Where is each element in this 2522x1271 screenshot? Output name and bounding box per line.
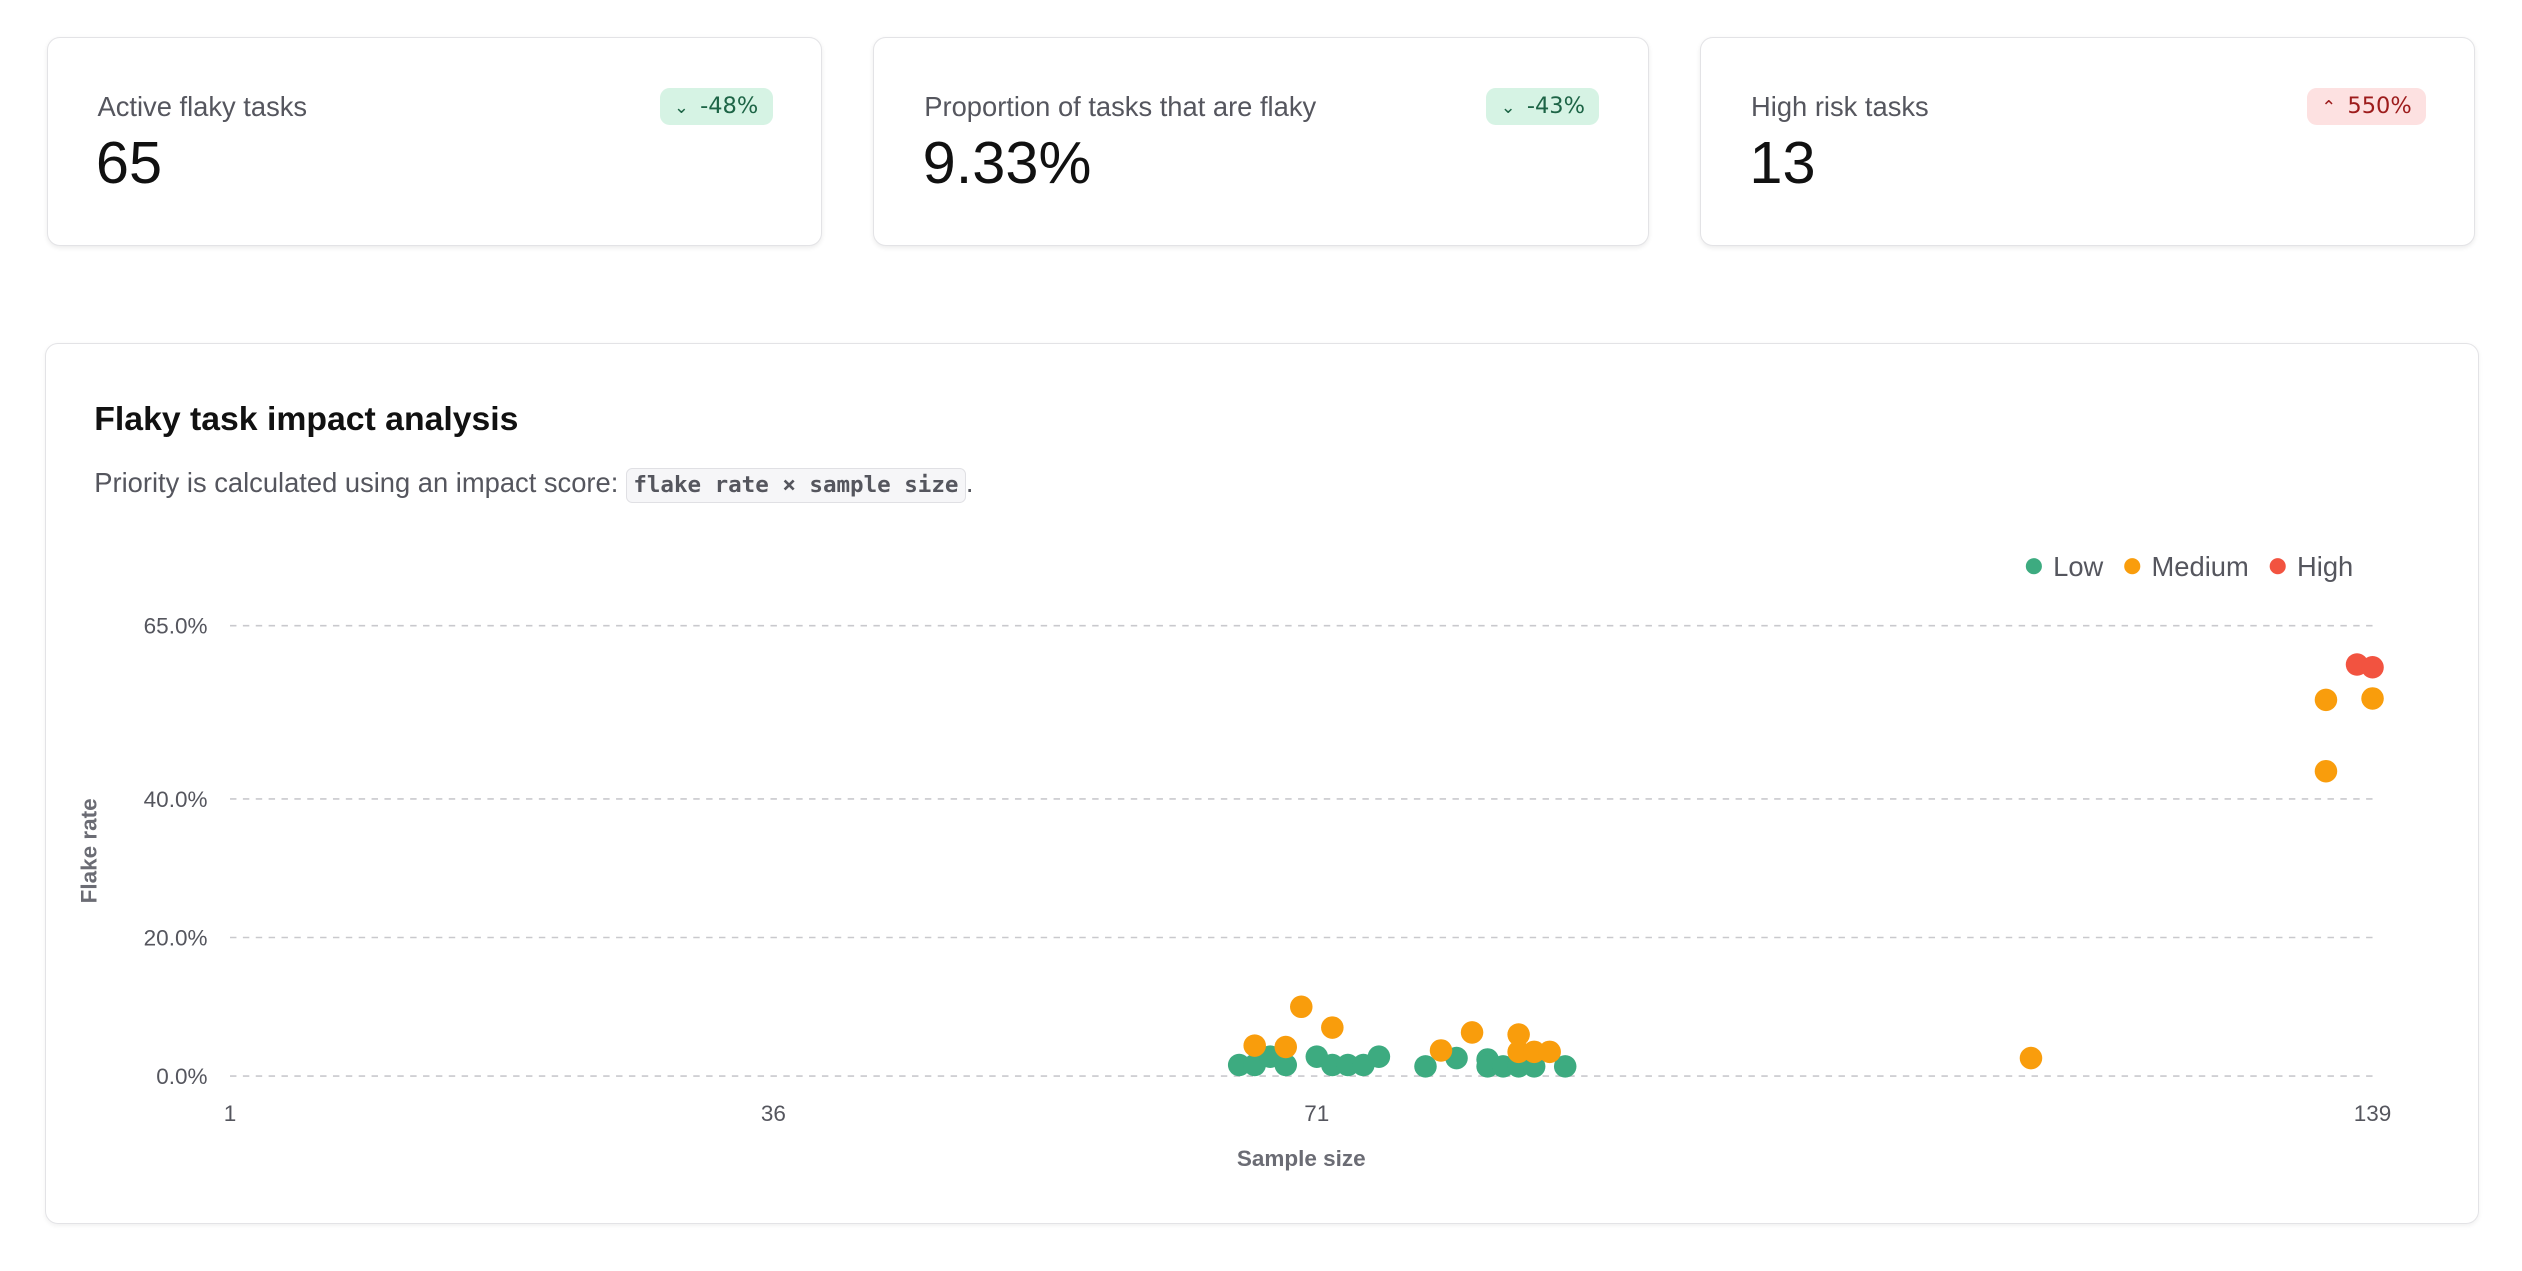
x-tick-label: 36: [761, 1101, 786, 1126]
legend-marker-medium: [2124, 558, 2141, 575]
kpi-card-high-risk: High risk tasks 13 ⌃ 550%: [1700, 36, 2476, 247]
data-point-high: [2361, 656, 2384, 679]
subtitle-text: Priority is calculated using an impact s…: [94, 467, 626, 499]
y-tick-label: 65.0%: [144, 614, 208, 639]
data-point-medium: [1321, 1016, 1344, 1039]
y-axis-label: Flake rate: [77, 798, 102, 903]
data-point-low: [1227, 1053, 1251, 1077]
data-point-medium: [1429, 1039, 1453, 1062]
data-point-low: [1274, 1053, 1298, 1077]
x-tick-label: 1: [224, 1101, 237, 1126]
kpi-label: Proportion of tasks that are flaky: [924, 91, 1317, 123]
data-point-medium: [2019, 1046, 2043, 1070]
data-point-medium: [1290, 995, 1313, 1019]
x-axis-label: Sample size: [1237, 1146, 1366, 1171]
legend-label-low: Low: [2053, 551, 2103, 582]
change-value: -43%: [1526, 92, 1585, 119]
change-badge: ⌄ -43%: [1486, 87, 1600, 125]
chevron-down-icon: ⌄: [674, 97, 689, 118]
panel-title: Flaky task impact analysis: [94, 399, 519, 438]
legend-label-high: High: [2297, 551, 2353, 582]
data-point-low: [1414, 1055, 1437, 1078]
data-point-low: [1491, 1055, 1515, 1078]
data-point-medium: [1538, 1040, 1561, 1064]
x-tick-label: 71: [1304, 1101, 1329, 1126]
data-point-medium: [1522, 1040, 1546, 1064]
kpi-label: High risk tasks: [1751, 91, 1929, 123]
change-badge: ⌃ 550%: [2306, 87, 2427, 125]
data-point-medium: [2314, 688, 2338, 712]
chevron-down-icon: ⌄: [1500, 97, 1516, 118]
change-value: 550%: [2347, 92, 2412, 119]
data-point-medium: [1460, 1021, 1484, 1044]
x-tick-label: 139: [2354, 1101, 2392, 1126]
y-tick-label: 40.0%: [144, 787, 208, 812]
data-point-medium: [1274, 1035, 1298, 1059]
data-point-medium: [1507, 1023, 1530, 1046]
y-tick-label: 20.0%: [144, 926, 208, 951]
data-point-low: [1553, 1055, 1577, 1078]
y-tick-label: 0.0%: [156, 1064, 207, 1089]
kpi-value: 65: [95, 129, 163, 197]
data-point-low: [1321, 1053, 1344, 1077]
change-value: -48%: [700, 92, 759, 119]
legend-marker-low: [2025, 558, 2042, 575]
data-point-medium: [2361, 687, 2384, 710]
legend-marker-high: [2269, 558, 2286, 575]
kpi-value: 9.33%: [922, 129, 1092, 197]
data-point-medium: [1507, 1040, 1530, 1064]
impact-analysis-panel: Flaky task impact analysis Priority is c…: [45, 342, 2479, 1225]
data-point-low: [1476, 1055, 1499, 1078]
legend-label-medium: Medium: [2152, 551, 2249, 582]
data-point-medium: [2314, 759, 2338, 783]
kpi-card-active-flaky: Active flaky tasks 65 ⌄ -48%: [46, 36, 822, 247]
chevron-up-icon: ⌃: [2321, 97, 2337, 118]
change-badge: ⌄ -48%: [659, 87, 773, 125]
panel-subtitle: Priority is calculated using an impact s…: [94, 467, 974, 503]
formula-code: flake rate × sample size: [625, 468, 966, 503]
subtitle-suffix: .: [965, 467, 974, 499]
kpi-card-proportion-flaky: Proportion of tasks that are flaky 9.33%…: [873, 36, 1649, 247]
data-point-low: [1336, 1053, 1360, 1077]
data-point-low: [1367, 1045, 1391, 1068]
data-point-medium: [1243, 1034, 1266, 1057]
kpi-label: Active flaky tasks: [97, 91, 308, 123]
kpi-value: 13: [1749, 129, 1816, 197]
